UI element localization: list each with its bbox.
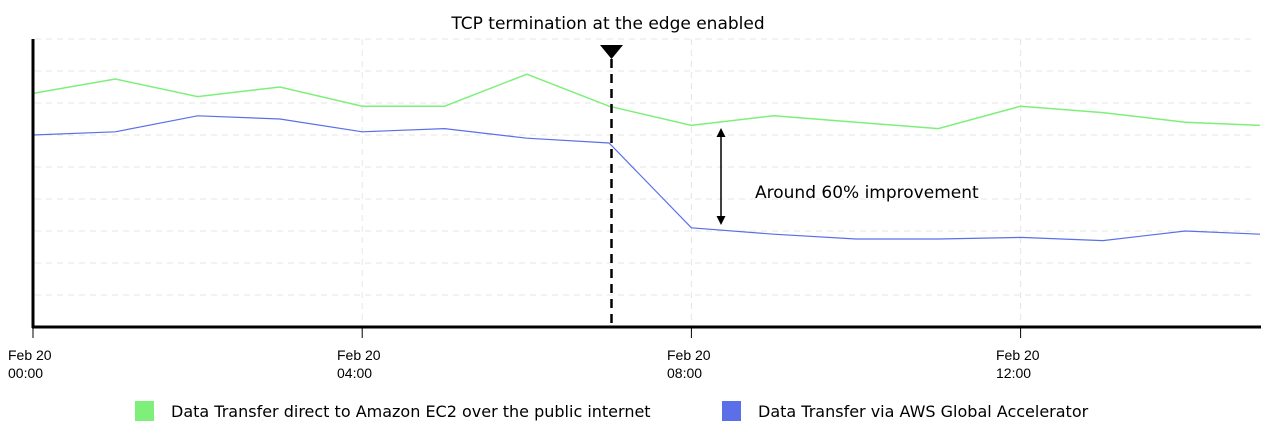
improvement-double-arrow [716,128,726,225]
x-axis-ticks [32,327,1022,338]
x-tick-label-2: Feb 20 08:00 [667,346,727,382]
legend-item-ec2-public-internet: Data Transfer direct to Amazon EC2 over … [135,401,651,421]
legend-item-global-accelerator: Data Transfer via AWS Global Accelerator [722,401,1088,421]
x-tick-label-3: Feb 20 12:00 [996,346,1056,382]
legend-swatch-green-icon [135,401,154,421]
x-tick-label-1: Feb 20 04:00 [337,346,397,382]
x-tick-date: Feb 20 [996,347,1040,363]
improvement-annotation-label: Around 60% improvement [755,183,979,203]
x-tick-time: 08:00 [667,365,703,381]
line-chart [31,38,1261,338]
x-tick-date: Feb 20 [8,347,52,363]
marker-triangle-icon [600,45,623,59]
legend-label: Data Transfer via AWS Global Accelerator [758,401,1089,421]
x-tick-time: 12:00 [996,365,1032,381]
x-tick-label-0: Feb 20 00:00 [8,346,68,382]
arrow-up-icon [716,128,726,137]
marker-annotation-label: TCP termination at the edge enabled [451,14,765,34]
legend-label: Data Transfer direct to Amazon EC2 over … [171,401,651,421]
arrow-down-icon [716,216,726,225]
series-line-global-accelerator [32,115,1261,242]
x-tick-time: 04:00 [337,365,373,381]
chart-legend: Data Transfer direct to Amazon EC2 over … [0,401,1268,425]
x-tick-date: Feb 20 [337,347,381,363]
legend-swatch-blue-icon [722,401,741,421]
x-tick-time: 00:00 [8,365,44,381]
x-tick-date: Feb 20 [667,347,711,363]
series-line-ec2-public-internet [32,73,1261,130]
vertical-gridlines [361,39,1022,326]
horizontal-gridlines [35,38,1256,296]
